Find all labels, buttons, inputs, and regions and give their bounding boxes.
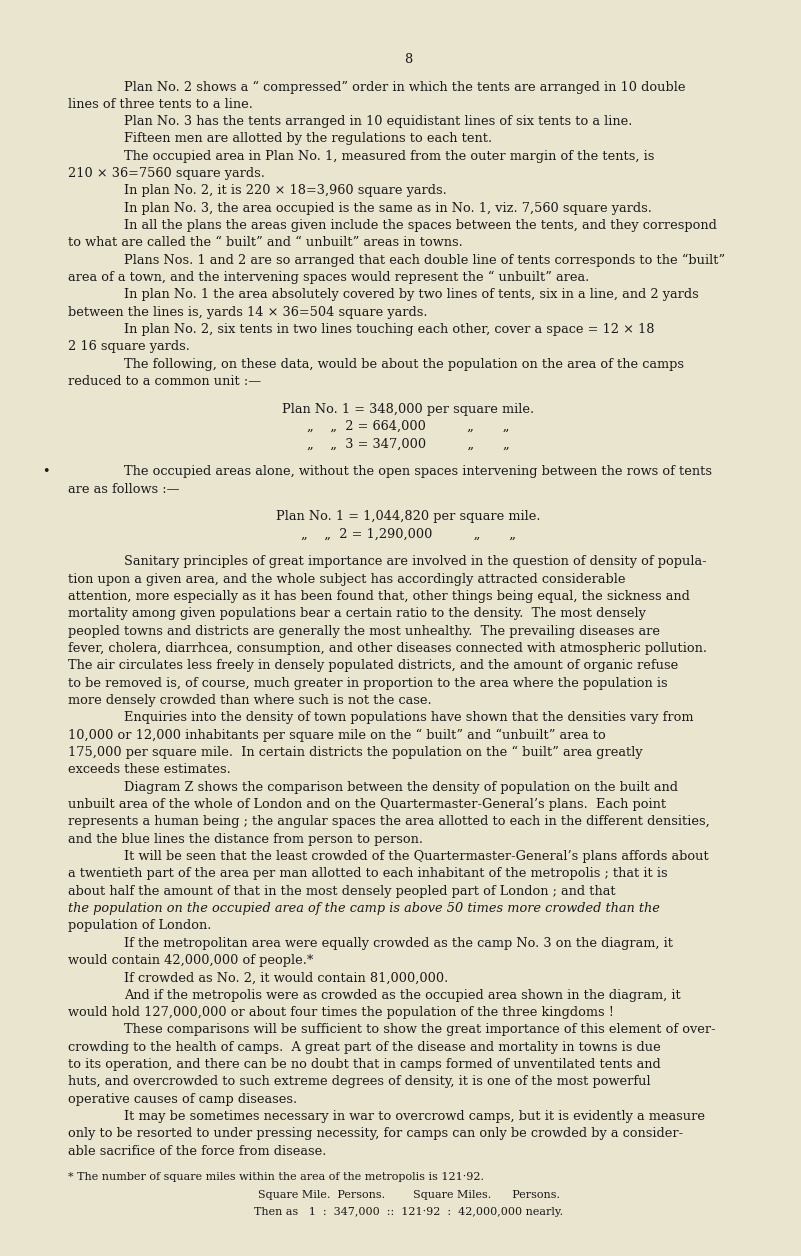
Text: Plans Nos. 1 and 2 are so arranged that each double line of tents corresponds to: Plans Nos. 1 and 2 are so arranged that … [124,254,725,268]
Text: the population on the occupied area of the camp is above 50 times more crowded t: the population on the occupied area of t… [68,902,660,916]
Text: Diagram Z shows the comparison between the density of population on the built an: Diagram Z shows the comparison between t… [124,781,678,794]
Text: able sacrifice of the force from disease.: able sacrifice of the force from disease… [68,1144,327,1158]
Text: lines of three tents to a line.: lines of three tents to a line. [68,98,253,111]
Text: peopled towns and districts are generally the most unhealthy.  The prevailing di: peopled towns and districts are generall… [68,624,660,638]
Text: „    „  2 = 664,000          „       „: „ „ 2 = 664,000 „ „ [308,421,509,433]
Text: 8: 8 [405,53,413,65]
Text: The air circulates less freely in densely populated districts, and the amount of: The air circulates less freely in densel… [68,659,678,672]
Text: The occupied area in Plan No. 1, measured from the outer margin of the tents, is: The occupied area in Plan No. 1, measure… [124,149,654,163]
Text: It will be seen that the least crowded of the Quartermaster-General’s plans affo: It will be seen that the least crowded o… [124,850,709,863]
Text: 10,000 or 12,000 inhabitants per square mile on the “ built” and “unbuilt” area : 10,000 or 12,000 inhabitants per square … [68,728,606,742]
Text: more densely crowded than where such is not the case.: more densely crowded than where such is … [68,695,432,707]
Text: about half the amount of that in the most densely peopled part of London ; and t: about half the amount of that in the mos… [68,884,616,898]
Text: The following, on these data, would be about the population on the area of the c: The following, on these data, would be a… [124,358,684,371]
Text: area of a town, and the intervening spaces would represent the “ unbuilt” area.: area of a town, and the intervening spac… [68,271,590,284]
Text: And if the metropolis were as crowded as the occupied area shown in the diagram,: And if the metropolis were as crowded as… [124,988,681,1002]
Text: unbuilt area of the whole of London and on the Quartermaster-General’s plans.  E: unbuilt area of the whole of London and … [68,798,666,811]
Text: attention, more especially as it has been found that, other things being equal, : attention, more especially as it has bee… [68,590,690,603]
Text: 210 × 36=7560 square yards.: 210 × 36=7560 square yards. [68,167,265,180]
Text: fever, cholera, diarrhcea, consumption, and other diseases connected with atmosp: fever, cholera, diarrhcea, consumption, … [68,642,707,656]
Text: Then as   1  :  347,000  ::  121·92  :  42,000,000 nearly.: Then as 1 : 347,000 :: 121·92 : 42,000,0… [254,1207,563,1217]
Text: Enquiries into the density of town populations have shown that the densities var: Enquiries into the density of town popul… [124,711,694,725]
Text: are as follows :—: are as follows :— [68,482,179,496]
Text: represents a human being ; the angular spaces the area allotted to each in the d: represents a human being ; the angular s… [68,815,710,829]
Text: Plan No. 1 = 348,000 per square mile.: Plan No. 1 = 348,000 per square mile. [283,403,534,416]
Text: „    „  2 = 1,290,000          „       „: „ „ 2 = 1,290,000 „ „ [301,528,516,540]
Text: would contain 42,000,000 of people.*: would contain 42,000,000 of people.* [68,955,313,967]
Text: If the metropolitan area were equally crowded as the camp No. 3 on the diagram, : If the metropolitan area were equally cr… [124,937,673,950]
Text: Square Mile.  Persons.        Square Miles.      Persons.: Square Mile. Persons. Square Miles. Pers… [257,1189,560,1199]
Text: mortality among given populations bear a certain ratio to the density.  The most: mortality among given populations bear a… [68,608,646,620]
Text: to its operation, and there can be no doubt that in camps formed of unventilated: to its operation, and there can be no do… [68,1058,661,1071]
Text: would hold 127,000,000 or about four times the population of the three kingdoms : would hold 127,000,000 or about four tim… [68,1006,614,1019]
Text: In plan No. 3, the area occupied is the same as in No. 1, viz. 7,560 square yard: In plan No. 3, the area occupied is the … [124,202,652,215]
Text: huts, and overcrowded to such extreme degrees of density, it is one of the most : huts, and overcrowded to such extreme de… [68,1075,650,1089]
Text: exceeds these estimates.: exceeds these estimates. [68,764,231,776]
Text: If crowded as No. 2, it would contain 81,000,000.: If crowded as No. 2, it would contain 81… [124,971,449,985]
Text: The occupied areas alone, without the open spaces intervening between the rows o: The occupied areas alone, without the op… [124,465,712,479]
Text: These comparisons will be sufficient to show the great importance of this elemen: These comparisons will be sufficient to … [124,1024,716,1036]
Text: to be removed is, of course, much greater in proportion to the area where the po: to be removed is, of course, much greate… [68,677,668,690]
Text: between the lines is, yards 14 × 36=504 square yards.: between the lines is, yards 14 × 36=504 … [68,305,428,319]
Text: operative causes of camp diseases.: operative causes of camp diseases. [68,1093,297,1105]
Text: Fifteen men are allotted by the regulations to each tent.: Fifteen men are allotted by the regulati… [124,132,493,146]
Text: crowding to the health of camps.  A great part of the disease and mortality in t: crowding to the health of camps. A great… [68,1041,661,1054]
Text: Plan No. 3 has the tents arranged in 10 equidistant lines of six tents to a line: Plan No. 3 has the tents arranged in 10 … [124,116,633,128]
Text: only to be resorted to under pressing necessity, for camps can only be crowded b: only to be resorted to under pressing ne… [68,1128,683,1140]
Text: tion upon a given area, and the whole subject has accordingly attracted consider: tion upon a given area, and the whole su… [68,573,626,585]
Text: In all the plans the areas given include the spaces between the tents, and they : In all the plans the areas given include… [124,219,717,232]
Text: Plan No. 1 = 1,044,820 per square mile.: Plan No. 1 = 1,044,820 per square mile. [276,510,541,524]
Text: „    „  3 = 347,000          „       „: „ „ 3 = 347,000 „ „ [307,437,510,451]
Text: population of London.: population of London. [68,919,211,932]
Text: In plan No. 2, six tents in two lines touching each other, cover a space = 12 × : In plan No. 2, six tents in two lines to… [124,323,654,337]
Text: to what are called the “ built” and “ unbuilt” areas in towns.: to what are called the “ built” and “ un… [68,236,463,250]
Text: •: • [42,465,49,479]
Text: 2 16 square yards.: 2 16 square yards. [68,340,190,353]
Text: a twentieth part of the area per man allotted to each inhabitant of the metropol: a twentieth part of the area per man all… [68,868,668,880]
Text: 175,000 per square mile.  In certain districts the population on the “ built” ar: 175,000 per square mile. In certain dist… [68,746,642,760]
Text: Plan No. 2 shows a “ compressed” order in which the tents are arranged in 10 dou: Plan No. 2 shows a “ compressed” order i… [124,80,686,94]
Text: It may be sometimes necessary in war to overcrowd camps, but it is evidently a m: It may be sometimes necessary in war to … [124,1110,705,1123]
Text: reduced to a common unit :—: reduced to a common unit :— [68,376,261,388]
Text: Sanitary principles of great importance are involved in the question of density : Sanitary principles of great importance … [124,555,706,569]
Text: * The number of square miles within the area of the metropolis is 121·92.: * The number of square miles within the … [68,1172,484,1182]
Text: and the blue lines the distance from person to person.: and the blue lines the distance from per… [68,833,423,845]
Text: In plan No. 2, it is 220 × 18=3,960 square yards.: In plan No. 2, it is 220 × 18=3,960 squa… [124,185,447,197]
Text: In plan No. 1 the area absolutely covered by two lines of tents, six in a line, : In plan No. 1 the area absolutely covere… [124,289,699,301]
